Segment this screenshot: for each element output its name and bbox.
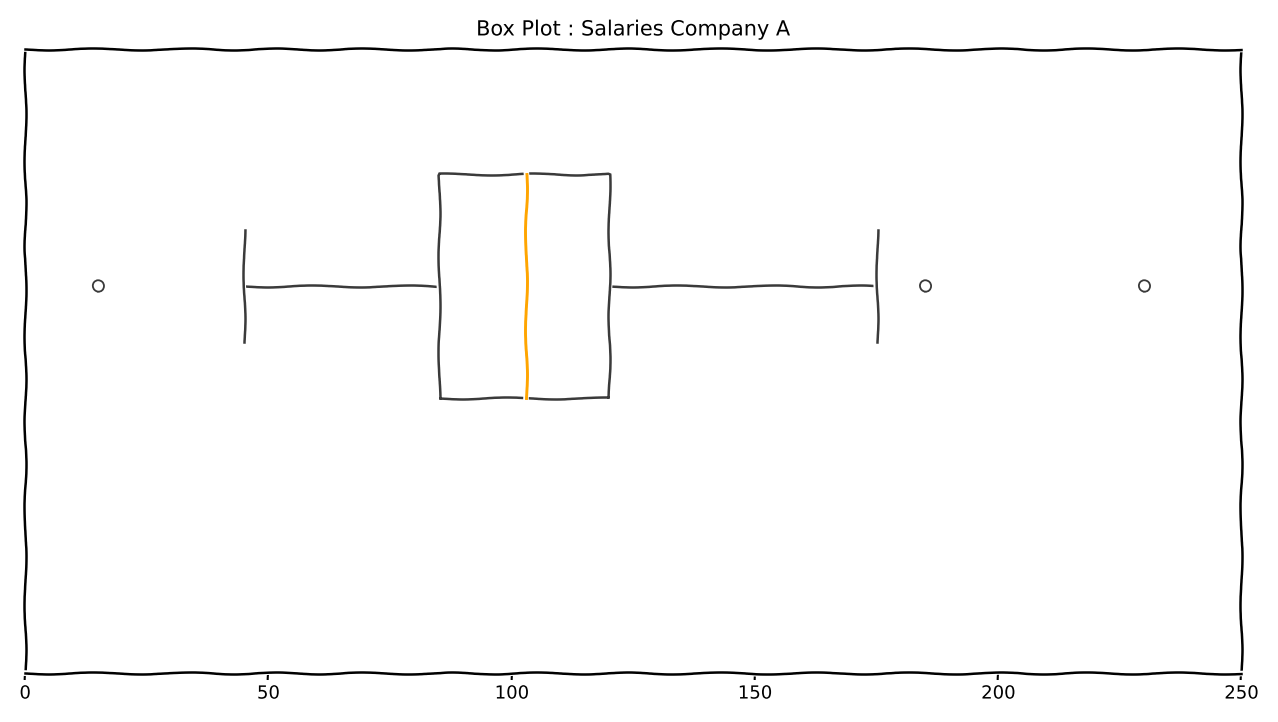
Bar xyxy=(438,174,608,399)
Title: Box Plot : Salaries Company A: Box Plot : Salaries Company A xyxy=(477,19,790,40)
